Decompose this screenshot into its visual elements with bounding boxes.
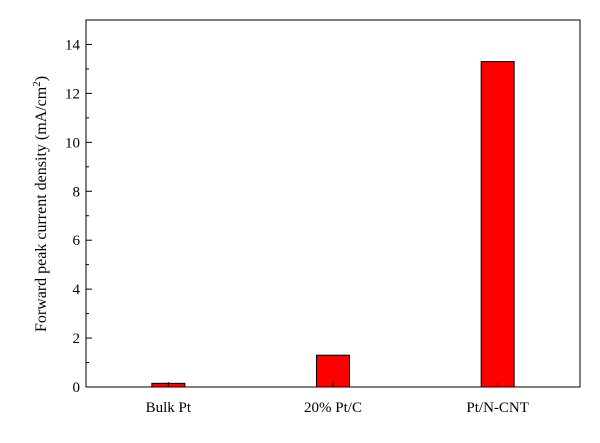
x-tick-label: 20% Pt/C bbox=[304, 400, 362, 416]
y-tick-label: 4 bbox=[73, 282, 81, 298]
y-tick-label: 2 bbox=[73, 331, 81, 347]
y-axis-title-main: Forward peak current density (mA/cm bbox=[33, 86, 50, 332]
y-axis-ticks: 0 2 4 6 8 10 12 14 bbox=[65, 19, 92, 396]
bar-pt-n-cnt bbox=[480, 61, 515, 388]
y-tick-label: 6 bbox=[73, 233, 81, 249]
y-tick-label: 0 bbox=[73, 380, 81, 396]
y-tick-label: 10 bbox=[65, 135, 80, 151]
y-tick-label: 8 bbox=[73, 184, 81, 200]
y-axis-title-end: ) bbox=[33, 76, 50, 81]
x-tick-label: Bulk Pt bbox=[146, 400, 192, 416]
x-axis-labels: Bulk Pt 20% Pt/C Pt/N-CNT bbox=[146, 382, 529, 416]
y-tick-label: 14 bbox=[65, 37, 81, 53]
y-tick-label: 12 bbox=[65, 86, 80, 102]
y-axis-title-superscript: 2 bbox=[31, 81, 43, 87]
y-axis-title: Forward peak current density (mA/cm2) bbox=[31, 76, 50, 332]
x-tick-label: Pt/N-CNT bbox=[466, 400, 529, 416]
bars bbox=[151, 61, 515, 388]
